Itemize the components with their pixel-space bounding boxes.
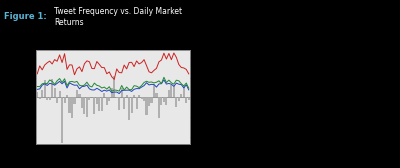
Bar: [160, 97, 162, 105]
Bar: [44, 79, 46, 97]
Y-axis label: Daily S&P500 return %: Daily S&P500 return %: [15, 66, 20, 129]
Bar: [49, 97, 51, 100]
Text: Figure 1:: Figure 1:: [4, 12, 47, 21]
Bar: [36, 92, 38, 97]
Bar: [188, 97, 190, 100]
Bar: [156, 93, 158, 97]
Bar: [175, 97, 177, 107]
Bar: [83, 97, 86, 114]
Bar: [64, 97, 66, 103]
Bar: [113, 76, 115, 97]
Bar: [93, 97, 96, 114]
Bar: [58, 91, 61, 97]
Bar: [78, 94, 80, 97]
Bar: [96, 97, 98, 104]
Bar: [98, 97, 100, 111]
Bar: [138, 95, 140, 97]
Bar: [86, 97, 88, 117]
Bar: [146, 97, 148, 115]
Bar: [76, 90, 78, 97]
Bar: [61, 97, 63, 142]
Bar: [126, 95, 128, 97]
Bar: [81, 97, 83, 108]
Bar: [173, 87, 175, 97]
Bar: [56, 97, 58, 103]
Bar: [106, 97, 108, 104]
Bar: [133, 95, 135, 97]
Bar: [150, 97, 152, 103]
Bar: [88, 97, 90, 100]
Bar: [165, 97, 168, 105]
Bar: [163, 97, 165, 102]
Text: Tweet Frequency vs. Daily Market
Returns: Tweet Frequency vs. Daily Market Returns: [54, 7, 182, 27]
Bar: [123, 97, 125, 109]
Bar: [51, 79, 53, 97]
Bar: [74, 97, 76, 104]
Y-axis label: # of tweets (average (blue), 2Sd (red),
75% (green)): # of tweets (average (blue), 2Sd (red), …: [200, 50, 212, 145]
Bar: [103, 93, 105, 97]
X-axis label: Date: Date: [106, 161, 120, 166]
Bar: [54, 88, 56, 97]
Bar: [158, 97, 160, 118]
Bar: [111, 88, 113, 97]
Bar: [39, 97, 41, 99]
Bar: [128, 97, 130, 120]
Bar: [68, 97, 70, 113]
Bar: [121, 88, 123, 97]
Bar: [143, 97, 145, 101]
Bar: [170, 85, 172, 97]
Bar: [153, 85, 155, 97]
Bar: [66, 95, 68, 97]
Bar: [140, 97, 143, 99]
Bar: [180, 94, 182, 97]
Bar: [148, 97, 150, 106]
Bar: [101, 97, 103, 111]
Bar: [71, 97, 73, 118]
Bar: [41, 90, 43, 97]
Bar: [118, 97, 120, 110]
Bar: [136, 97, 138, 109]
Bar: [168, 90, 170, 97]
Bar: [130, 97, 133, 113]
Bar: [108, 97, 110, 101]
Bar: [185, 97, 187, 103]
Bar: [178, 97, 180, 101]
Bar: [46, 97, 48, 100]
Bar: [183, 86, 185, 97]
